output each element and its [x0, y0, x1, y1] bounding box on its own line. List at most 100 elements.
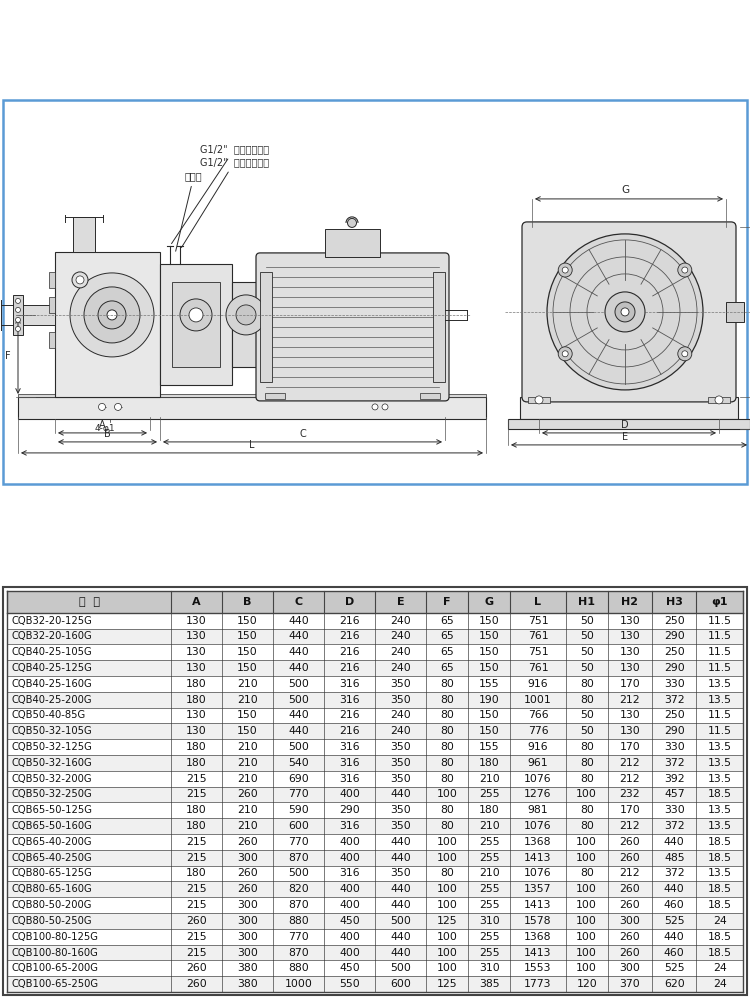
Text: CQB40-25-200G: CQB40-25-200G	[11, 695, 92, 705]
Text: 310: 310	[478, 963, 500, 973]
Text: C: C	[299, 429, 306, 439]
Bar	[7, 802, 743, 818]
Text: 24: 24	[712, 979, 727, 989]
Bar	[265, 393, 285, 399]
Text: 150: 150	[237, 648, 258, 658]
Text: 770: 770	[288, 932, 309, 942]
Text: C: C	[295, 597, 302, 607]
Text: 190: 190	[478, 695, 500, 705]
Text: CQB32-20-125G: CQB32-20-125G	[11, 616, 92, 626]
Text: 372: 372	[664, 868, 685, 878]
Circle shape	[16, 307, 20, 312]
Bar	[7, 976, 743, 992]
Text: 260: 260	[186, 963, 207, 973]
Text: 18.5: 18.5	[708, 852, 732, 862]
Bar	[18, 397, 486, 419]
Text: 80: 80	[440, 757, 454, 767]
FancyBboxPatch shape	[256, 252, 449, 401]
Bar	[160, 263, 232, 385]
Text: CQB80-65-125G: CQB80-65-125G	[11, 868, 92, 878]
Text: 212: 212	[620, 757, 640, 767]
Text: 400: 400	[339, 932, 360, 942]
Text: 300: 300	[620, 963, 640, 973]
Text: 690: 690	[288, 773, 309, 783]
Circle shape	[189, 308, 203, 322]
Bar	[18, 394, 486, 397]
Text: 18.5: 18.5	[708, 932, 732, 942]
Text: 50: 50	[580, 632, 594, 642]
Circle shape	[558, 263, 572, 277]
Text: 150: 150	[478, 632, 500, 642]
Text: 13.5: 13.5	[708, 773, 732, 783]
Text: 290: 290	[339, 805, 360, 815]
Text: 13.5: 13.5	[708, 757, 732, 767]
Text: 260: 260	[620, 884, 640, 894]
Text: 316: 316	[339, 679, 360, 689]
Text: 240: 240	[390, 711, 411, 721]
Text: 80: 80	[580, 743, 594, 752]
Text: E: E	[622, 432, 628, 442]
Text: 440: 440	[288, 663, 309, 673]
Text: 100: 100	[576, 900, 597, 910]
Text: 255: 255	[478, 884, 500, 894]
Text: 620: 620	[664, 979, 685, 989]
Text: 180: 180	[186, 757, 207, 767]
Text: E: E	[397, 597, 404, 607]
Bar	[7, 929, 743, 944]
Text: 180: 180	[186, 868, 207, 878]
Text: 400: 400	[339, 884, 360, 894]
Bar	[7, 676, 743, 692]
Text: 440: 440	[288, 727, 309, 737]
Text: 170: 170	[620, 743, 640, 752]
Text: 210: 210	[237, 757, 258, 767]
Text: 130: 130	[186, 711, 207, 721]
Text: 870: 870	[288, 852, 309, 862]
Text: 13.5: 13.5	[708, 805, 732, 815]
Text: 130: 130	[620, 727, 640, 737]
Text: 260: 260	[620, 932, 640, 942]
Text: 1076: 1076	[524, 821, 552, 831]
Text: 485: 485	[664, 852, 685, 862]
Bar	[7, 913, 743, 929]
Text: 316: 316	[339, 743, 360, 752]
Text: 50: 50	[580, 648, 594, 658]
Text: 350: 350	[390, 773, 411, 783]
Circle shape	[16, 298, 20, 303]
Bar	[708, 397, 730, 403]
Text: 350: 350	[390, 695, 411, 705]
Text: 1001: 1001	[524, 695, 552, 705]
Text: 330: 330	[664, 743, 685, 752]
Text: 80: 80	[440, 743, 454, 752]
Text: D: D	[345, 597, 354, 607]
Text: CQB80-50-250G: CQB80-50-250G	[11, 916, 92, 926]
Text: 170: 170	[620, 805, 640, 815]
Text: 372: 372	[664, 695, 685, 705]
Text: φ1: φ1	[712, 597, 728, 607]
Text: 1578: 1578	[524, 916, 552, 926]
Text: 130: 130	[620, 711, 640, 721]
Bar	[508, 419, 750, 429]
Bar	[13, 295, 23, 335]
Bar	[726, 302, 744, 322]
Text: 300: 300	[620, 916, 640, 926]
Text: 500: 500	[288, 695, 309, 705]
Bar	[172, 281, 220, 367]
Text: H3: H3	[666, 597, 682, 607]
Text: 120: 120	[576, 979, 597, 989]
Text: 392: 392	[664, 773, 685, 783]
Circle shape	[535, 396, 543, 404]
Text: 100: 100	[576, 932, 597, 942]
Text: 65: 65	[440, 632, 454, 642]
Circle shape	[16, 326, 20, 331]
Text: 100: 100	[436, 900, 457, 910]
Text: 18.5: 18.5	[708, 900, 732, 910]
Text: CQB50-32-105G: CQB50-32-105G	[11, 727, 92, 737]
Text: 100: 100	[576, 789, 597, 799]
Text: H2: H2	[622, 597, 638, 607]
Text: 4-φ1: 4-φ1	[94, 424, 116, 433]
Text: 80: 80	[580, 679, 594, 689]
Text: 130: 130	[186, 632, 207, 642]
Circle shape	[347, 219, 356, 228]
Text: 350: 350	[390, 868, 411, 878]
Text: 100: 100	[436, 884, 457, 894]
